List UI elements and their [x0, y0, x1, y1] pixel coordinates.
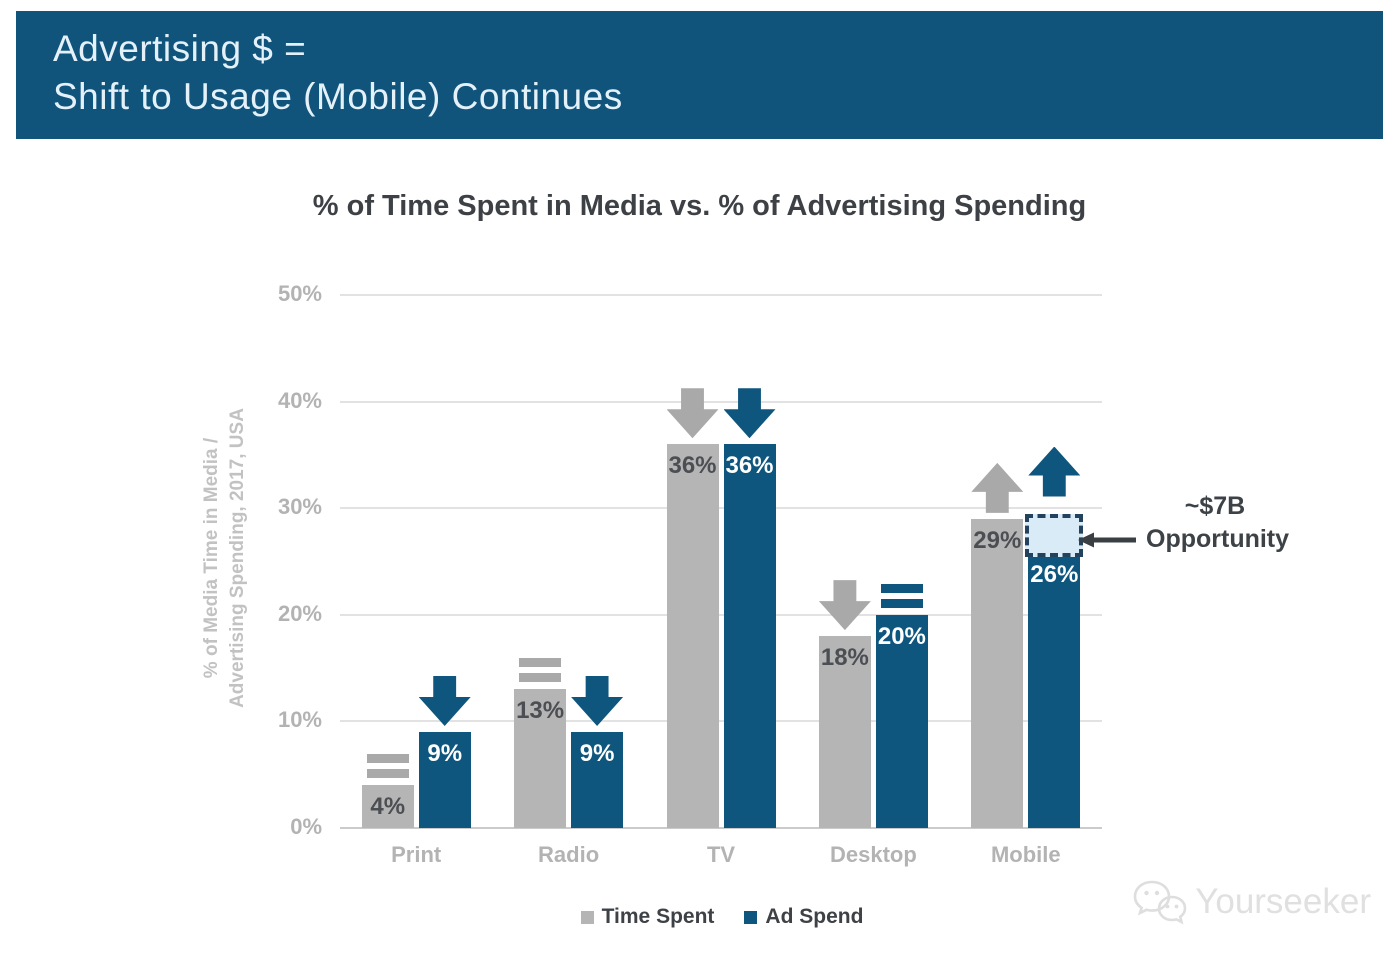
watermark-text: Yourseeker — [1195, 882, 1371, 921]
bar-mobile-ad-spend — [1028, 550, 1081, 828]
x-tick-label-tv: TV — [706, 842, 736, 867]
equals-indicator — [519, 673, 562, 683]
y-tick-label: 20% — [277, 600, 322, 626]
bar-tv-ad-spend — [723, 444, 776, 828]
legend-label-time-spent: Time Spent — [601, 905, 715, 928]
equals-indicator — [366, 754, 409, 764]
bar-value-label: 9% — [427, 740, 463, 768]
x-tick-label-print: Print — [391, 842, 442, 867]
equals-indicator — [366, 769, 409, 779]
legend-item-time-spent: Time Spent — [580, 905, 715, 929]
y-tick-label: 10% — [277, 707, 322, 733]
up-arrow-indicator — [1028, 446, 1081, 497]
bar-print-ad-spend — [418, 732, 471, 828]
legend-label-ad-spend: Ad Spend — [765, 905, 864, 928]
equals-indicator — [880, 598, 923, 608]
slide-header: Advertising $ = Shift to Usage (Mobile) … — [16, 11, 1383, 139]
bar-mobile-time-spent — [971, 518, 1024, 828]
bar-tv-time-spent — [666, 444, 719, 828]
y-tick-label: 0% — [290, 814, 322, 839]
bar-desktop-ad-spend — [875, 614, 928, 828]
down-arrow-indicator — [571, 676, 624, 727]
chart-title: % of Time Spent in Media vs. % of Advert… — [312, 190, 1087, 222]
bar-radio-ad-spend — [571, 732, 624, 828]
bar-value-label: 9% — [579, 740, 615, 768]
opportunity-box — [1025, 513, 1084, 557]
bar-print-time-spent — [361, 785, 414, 828]
bar-value-label: 29% — [973, 526, 1022, 554]
gridline — [340, 507, 1102, 510]
bar-value-label: 18% — [820, 644, 869, 672]
gridline — [340, 400, 1102, 403]
gridline — [340, 613, 1102, 616]
bar-value-label: 36% — [668, 452, 717, 480]
down-arrow-indicator — [818, 580, 871, 631]
bar-value-label: 13% — [516, 697, 565, 725]
down-arrow-indicator — [723, 388, 776, 439]
bar-value-label: 20% — [877, 622, 926, 650]
down-arrow-indicator — [418, 676, 471, 727]
time-spent-swatch — [580, 910, 594, 924]
y-tick-label: 30% — [277, 494, 322, 520]
y-tick-label: 50% — [277, 281, 322, 306]
gridline — [340, 827, 1102, 829]
legend: Time Spent Ad Spend — [45, 905, 1399, 929]
down-arrow-indicator — [666, 388, 719, 439]
x-tick-label-radio: Radio — [538, 842, 600, 867]
ad-spend-swatch — [744, 910, 758, 924]
up-arrow-indicator — [971, 462, 1024, 513]
bar-value-label: 36% — [725, 452, 774, 480]
x-tick-label-desktop: Desktop — [829, 842, 917, 867]
y-tick-label: 40% — [277, 387, 322, 413]
x-tick-label-mobile: Mobile — [990, 842, 1061, 867]
bar-radio-time-spent — [514, 689, 567, 828]
chat-bubbles-icon — [1133, 880, 1187, 925]
bar-value-label: 26% — [1030, 560, 1079, 588]
equals-indicator — [519, 658, 562, 668]
bar-value-label: 4% — [370, 793, 406, 821]
equals-indicator — [880, 583, 923, 593]
opportunity-label: Opportunity — [1146, 525, 1290, 553]
left-arrow-icon — [1078, 532, 1136, 547]
header-line-2: Shift to Usage (Mobile) Continues — [53, 76, 623, 117]
gridline — [340, 294, 1102, 296]
opportunity-amount: ~$7B — [1184, 492, 1246, 520]
opportunity-annotation: ~$7B Opportunity — [1078, 492, 1328, 554]
legend-item-ad-spend: Ad Spend — [744, 905, 863, 929]
header-line-1: Advertising $ = — [53, 28, 307, 69]
gridline — [340, 720, 1102, 723]
bar-desktop-time-spent — [818, 636, 871, 828]
watermark: Yourseeker — [1131, 878, 1371, 926]
